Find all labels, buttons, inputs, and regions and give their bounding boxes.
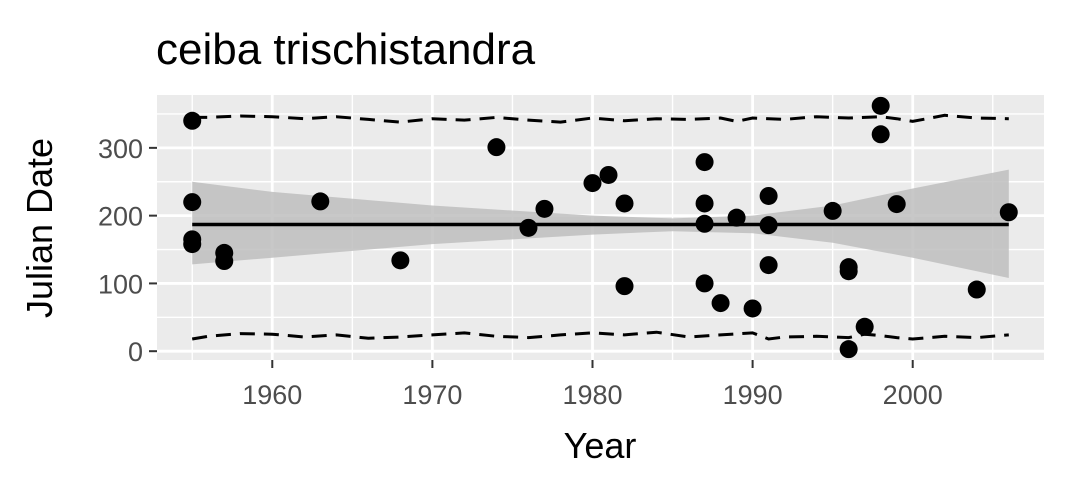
data-point [759, 256, 778, 275]
x-tick-label: 2000 [883, 380, 943, 410]
x-axis: 1960 1970 1980 1990 2000 [242, 360, 943, 410]
data-point [839, 262, 858, 281]
data-point [839, 340, 858, 359]
data-point [695, 274, 714, 293]
data-point [615, 277, 634, 296]
x-tick-label: 1980 [562, 380, 622, 410]
y-tick-label: 300 [98, 134, 143, 164]
data-point [535, 199, 554, 218]
x-tick-label: 1960 [242, 380, 302, 410]
data-point [999, 203, 1018, 222]
data-point [183, 111, 202, 130]
data-point [695, 153, 714, 172]
data-point [967, 280, 986, 299]
y-axis-title: Julian Date [19, 138, 60, 318]
data-point [871, 96, 890, 115]
data-point [759, 216, 778, 235]
data-point [823, 201, 842, 220]
data-point [871, 125, 890, 144]
x-tick-label: 1990 [723, 380, 783, 410]
data-point [855, 317, 874, 336]
data-point [487, 138, 506, 157]
y-tick-label: 0 [128, 337, 143, 367]
data-point [583, 174, 602, 193]
y-tick-label: 100 [98, 269, 143, 299]
data-point [743, 299, 762, 318]
upper-dashed-line [192, 113, 1009, 124]
data-point [215, 252, 234, 271]
y-tick-label: 200 [98, 202, 143, 232]
data-point [711, 294, 730, 313]
data-point [695, 214, 714, 233]
data-point [759, 186, 778, 205]
data-point [599, 165, 618, 184]
data-point [519, 218, 538, 237]
data-point [183, 235, 202, 254]
data-point [695, 194, 714, 213]
y-axis: 0 100 200 300 [98, 134, 157, 367]
dashed-lines-layer [191, 113, 1009, 341]
data-point [727, 208, 746, 227]
data-point [887, 195, 906, 214]
x-tick-label: 1970 [402, 380, 462, 410]
points-layer [183, 96, 1018, 359]
data-point [615, 194, 634, 213]
x-axis-title: Year [564, 425, 637, 466]
data-point [311, 192, 330, 211]
chart-title: ceiba trischistandra [156, 25, 536, 74]
data-point [183, 193, 202, 212]
data-point [391, 251, 410, 270]
